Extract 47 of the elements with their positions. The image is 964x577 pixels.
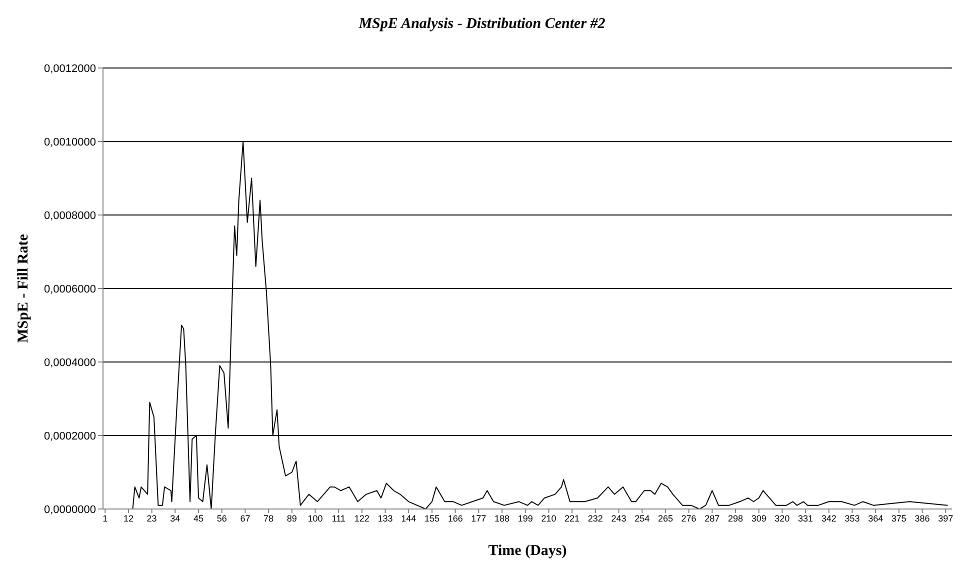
x-tick-label: 298 <box>728 513 744 524</box>
x-tick-label: 78 <box>264 513 274 524</box>
x-tick-label: 12 <box>123 513 134 524</box>
y-tick-label: 0,0012000 <box>44 62 96 75</box>
x-tick-label: 276 <box>681 513 696 524</box>
x-tick-label: 89 <box>286 513 297 524</box>
x-tick-label: 353 <box>844 513 860 524</box>
x-tick-label: 320 <box>774 513 790 524</box>
x-tick-label: 309 <box>751 513 766 524</box>
x-tick-label: 265 <box>658 513 673 524</box>
x-tick-label: 232 <box>588 513 603 524</box>
x-tick-label: 1 <box>102 513 108 524</box>
x-tick-label: 364 <box>868 513 884 524</box>
x-tick-label: 67 <box>240 513 250 524</box>
x-tick-label: 144 <box>401 513 416 524</box>
x-tick-label: 177 <box>471 513 486 524</box>
x-tick-label: 111 <box>332 513 346 524</box>
x-tick-label: 34 <box>170 513 180 524</box>
y-tick-label: 0,0004000 <box>44 356 96 369</box>
y-tick-label: 0,0010000 <box>44 136 96 148</box>
x-tick-label: 100 <box>308 513 323 524</box>
x-tick-label: 221 <box>564 513 580 524</box>
x-tick-label: 375 <box>891 513 906 524</box>
x-tick-label: 45 <box>194 513 204 524</box>
x-tick-label: 287 <box>704 513 720 524</box>
x-tick-label: 386 <box>914 513 930 524</box>
x-tick-label: 210 <box>541 513 556 524</box>
x-tick-label: 133 <box>378 513 393 524</box>
x-tick-label: 188 <box>494 513 510 524</box>
x-tick-label: 199 <box>518 513 533 524</box>
x-tick-label: 166 <box>448 513 463 524</box>
x-axis-title: Time (Days) <box>488 543 567 559</box>
x-tick-label: 155 <box>424 513 440 524</box>
x-tick-label: 342 <box>821 513 836 524</box>
x-tick-label: 23 <box>146 513 157 524</box>
y-tick-label: 0,0002000 <box>44 430 96 442</box>
y-axis-title: MSpE - Fill Rate <box>15 234 32 343</box>
y-tick-label: 0,0000000 <box>44 504 96 516</box>
y-tick-label: 0,0006000 <box>44 283 96 296</box>
chart-title: MSpE Analysis - Distribution Center #2 <box>358 15 606 34</box>
x-tick-label: 331 <box>798 513 814 524</box>
y-tick-label: 0,0008000 <box>44 210 96 222</box>
x-tick-label: 56 <box>216 513 227 524</box>
x-tick-label: 122 <box>354 513 370 524</box>
x-tick-label: 254 <box>634 513 650 524</box>
x-tick-label: 397 <box>938 513 954 524</box>
x-tick-label: 243 <box>611 513 626 524</box>
